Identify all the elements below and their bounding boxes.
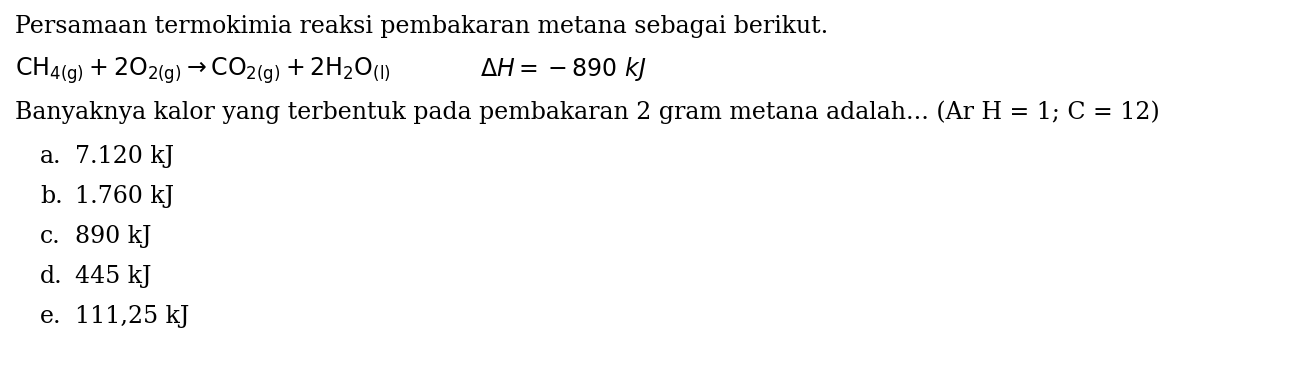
Text: 445 kJ: 445 kJ	[75, 265, 152, 288]
Text: c.: c.	[40, 225, 61, 248]
Text: e.: e.	[40, 305, 61, 328]
Text: b.: b.	[40, 185, 62, 208]
Text: a.: a.	[40, 145, 61, 168]
Text: $\Delta H = -890\ \mathit{kJ}$: $\Delta H = -890\ \mathit{kJ}$	[481, 55, 647, 83]
Text: Banyaknya kalor yang terbentuk pada pembakaran 2 gram metana adalah... (Ar H = 1: Banyaknya kalor yang terbentuk pada pemb…	[16, 100, 1160, 124]
Text: 1.760 kJ: 1.760 kJ	[75, 185, 174, 208]
Text: Persamaan termokimia reaksi pembakaran metana sebagai berikut.: Persamaan termokimia reaksi pembakaran m…	[16, 15, 829, 38]
Text: 111,25 kJ: 111,25 kJ	[75, 305, 190, 328]
Text: $\mathrm{CH}_{4(\mathrm{g})} + \mathrm{2O}_{2(\mathrm{g})} \rightarrow \mathrm{C: $\mathrm{CH}_{4(\mathrm{g})} + \mathrm{2…	[16, 55, 391, 86]
Text: 7.120 kJ: 7.120 kJ	[75, 145, 174, 168]
Text: d.: d.	[40, 265, 62, 288]
Text: 890 kJ: 890 kJ	[75, 225, 152, 248]
